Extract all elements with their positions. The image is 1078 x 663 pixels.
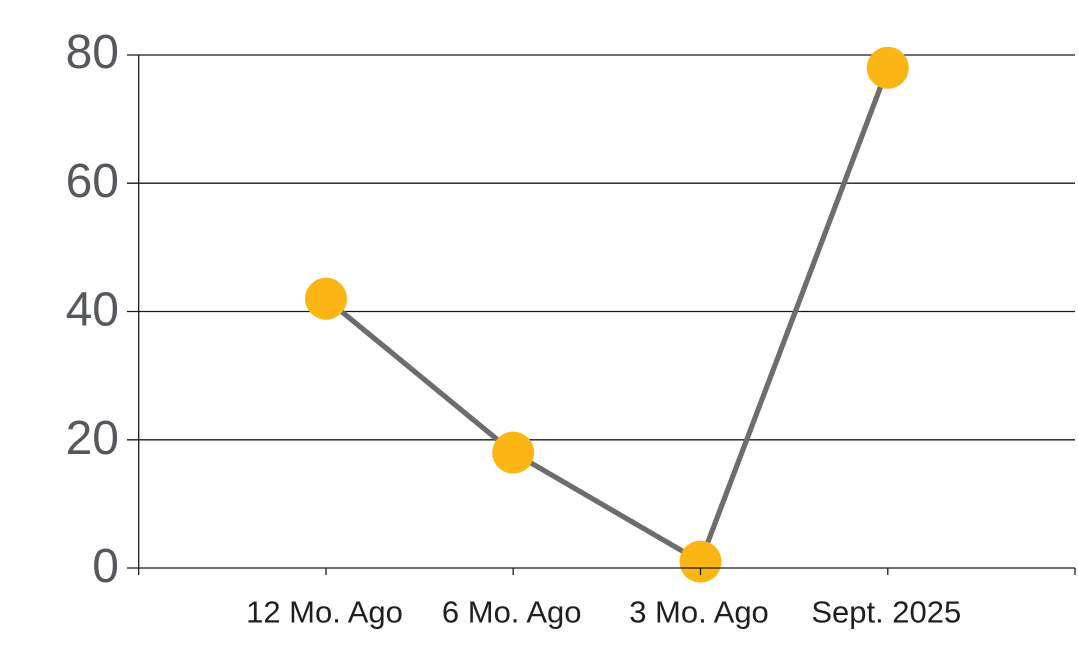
svg-text:40: 40: [66, 284, 119, 337]
svg-text:20: 20: [66, 412, 119, 465]
svg-text:60: 60: [66, 155, 119, 208]
svg-text:12 Mo. Ago: 12 Mo. Ago: [246, 595, 403, 630]
svg-text:3 Mo. Ago: 3 Mo. Ago: [629, 595, 769, 630]
svg-text:6 Mo. Ago: 6 Mo. Ago: [442, 595, 582, 630]
svg-text:80: 80: [66, 26, 119, 79]
svg-text:Sept. 2025: Sept. 2025: [811, 595, 961, 630]
svg-text:0: 0: [92, 540, 119, 593]
